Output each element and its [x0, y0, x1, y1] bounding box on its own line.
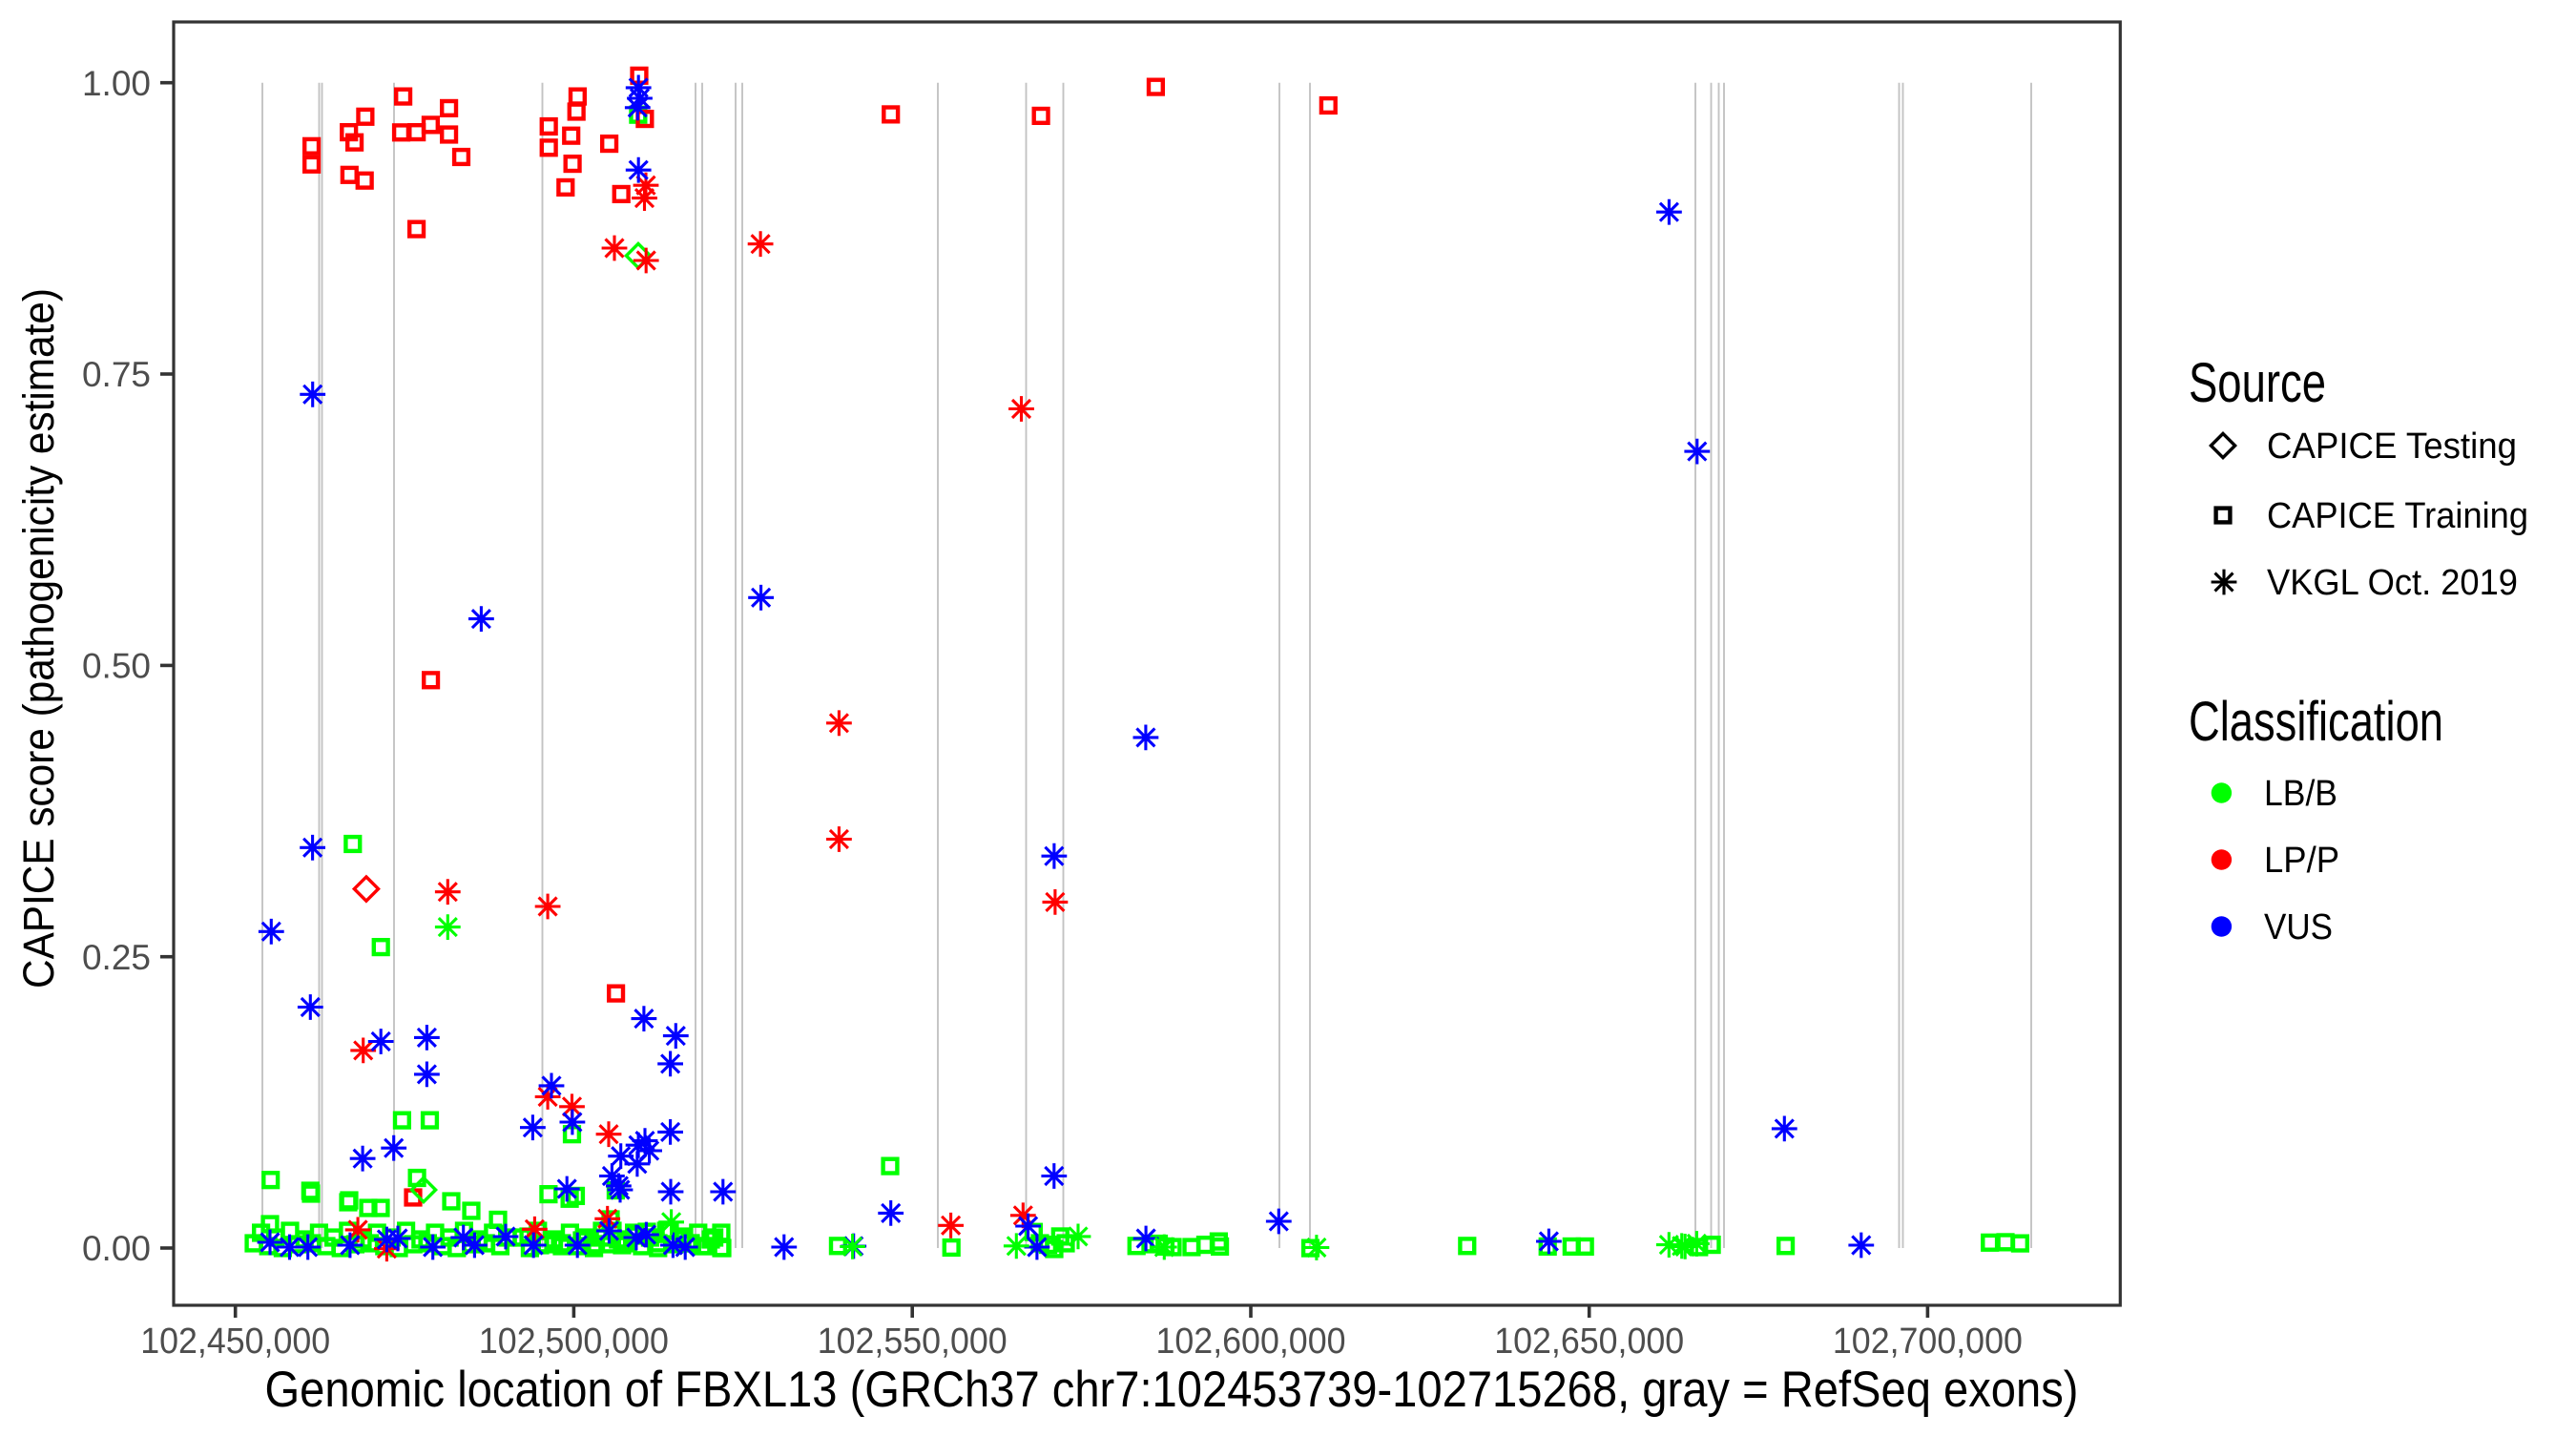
svg-text:0.00: 0.00 — [82, 1229, 151, 1268]
svg-text:Genomic location of FBXL13 (GR: Genomic location of FBXL13 (GRCh37 chr7:… — [265, 1362, 2079, 1418]
svg-text:VUS: VUS — [2264, 907, 2333, 947]
svg-text:VKGL Oct. 2019: VKGL Oct. 2019 — [2267, 563, 2518, 603]
svg-text:1.00: 1.00 — [82, 64, 151, 103]
svg-text:CAPICE Testing: CAPICE Testing — [2267, 427, 2517, 467]
svg-text:102,500,000: 102,500,000 — [479, 1322, 669, 1362]
svg-text:CAPICE score (pathogenicity es: CAPICE score (pathogenicity estimate) — [14, 288, 63, 989]
svg-text:0.25: 0.25 — [82, 938, 151, 977]
svg-text:102,700,000: 102,700,000 — [1833, 1322, 2023, 1362]
svg-text:102,650,000: 102,650,000 — [1494, 1322, 1684, 1362]
svg-text:LP/P: LP/P — [2264, 841, 2339, 881]
svg-text:102,450,000: 102,450,000 — [140, 1322, 330, 1362]
svg-text:Source: Source — [2189, 352, 2326, 414]
svg-text:CAPICE Training: CAPICE Training — [2267, 496, 2528, 536]
svg-text:Classification: Classification — [2189, 691, 2443, 753]
svg-text:102,600,000: 102,600,000 — [1156, 1322, 1346, 1362]
svg-text:0.50: 0.50 — [82, 647, 151, 686]
svg-text:LB/B: LB/B — [2264, 774, 2337, 814]
svg-text:0.75: 0.75 — [82, 355, 151, 394]
svg-text:102,550,000: 102,550,000 — [818, 1322, 1008, 1362]
